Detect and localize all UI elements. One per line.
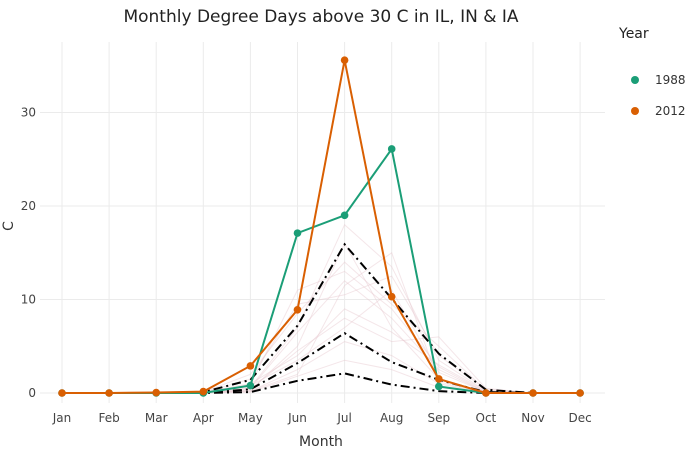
y-tick-label: 20 bbox=[21, 199, 36, 213]
background-series-layer bbox=[62, 223, 581, 394]
legend-marker-2012 bbox=[631, 107, 639, 115]
series-point-1988 bbox=[246, 381, 255, 390]
x-tick-label: Jun bbox=[287, 411, 307, 425]
y-tick-label: 10 bbox=[21, 293, 36, 307]
x-tick-label: Jan bbox=[52, 411, 72, 425]
y-tick-label: 30 bbox=[21, 106, 36, 120]
series-point-1988 bbox=[340, 211, 349, 220]
chart-title: Monthly Degree Days above 30 C in IL, IN… bbox=[123, 7, 518, 27]
x-tick-label: Mar bbox=[145, 411, 168, 425]
series-point-2012 bbox=[529, 389, 537, 397]
series-point-2012 bbox=[387, 292, 396, 301]
background-series-line bbox=[62, 252, 581, 394]
series-layer bbox=[58, 56, 584, 397]
x-axis-title: Month bbox=[299, 434, 343, 450]
background-series-line bbox=[62, 261, 581, 394]
y-axis-title: C bbox=[1, 221, 17, 231]
series-point-2012 bbox=[576, 389, 584, 397]
x-tick-label: Oct bbox=[476, 411, 497, 425]
x-tick-label: Nov bbox=[521, 411, 544, 425]
x-tick-label: Apr bbox=[193, 411, 214, 425]
x-tick-label: Aug bbox=[380, 411, 403, 425]
x-tick-label: Sep bbox=[427, 411, 450, 425]
legend-label-2012: 2012 bbox=[655, 104, 686, 118]
x-tick-label: Feb bbox=[98, 411, 119, 425]
background-series-line bbox=[62, 308, 581, 394]
series-point-1988 bbox=[435, 382, 443, 391]
legend-title: Year bbox=[618, 26, 649, 42]
reference-line bbox=[62, 372, 581, 394]
reference-line bbox=[62, 242, 581, 394]
x-tick-label: Dec bbox=[568, 411, 591, 425]
series-point-1988 bbox=[293, 229, 302, 237]
legend-marker-1988 bbox=[631, 76, 639, 84]
series-point-2012 bbox=[340, 56, 349, 64]
axis-layer: Jan Feb Mar Apr May Jun Jul Aug Sep Oct Nov Dec 0 10 2… bbox=[21, 106, 592, 426]
series-point-1988 bbox=[387, 145, 396, 153]
series-point-2012 bbox=[199, 387, 208, 396]
series-point-2012 bbox=[435, 375, 443, 383]
y-tick-label: 0 bbox=[28, 386, 36, 400]
x-tick-label: Jul bbox=[336, 411, 351, 425]
series-point-2012 bbox=[152, 388, 160, 397]
reference-line bbox=[62, 332, 581, 394]
series-point-2012 bbox=[58, 389, 66, 397]
grid-layer bbox=[40, 42, 605, 403]
legend-label-1988: 1988 bbox=[655, 73, 686, 87]
series-point-2012 bbox=[482, 389, 490, 397]
series-point-2012 bbox=[246, 362, 255, 370]
legend: Year 1988 2012 bbox=[618, 26, 686, 118]
reference-lines-layer bbox=[62, 242, 581, 394]
series-line-2012 bbox=[62, 59, 581, 394]
series-point-2012 bbox=[105, 389, 113, 397]
x-tick-label: May bbox=[238, 411, 263, 425]
series-point-2012 bbox=[293, 305, 302, 314]
background-series-line bbox=[62, 242, 581, 394]
